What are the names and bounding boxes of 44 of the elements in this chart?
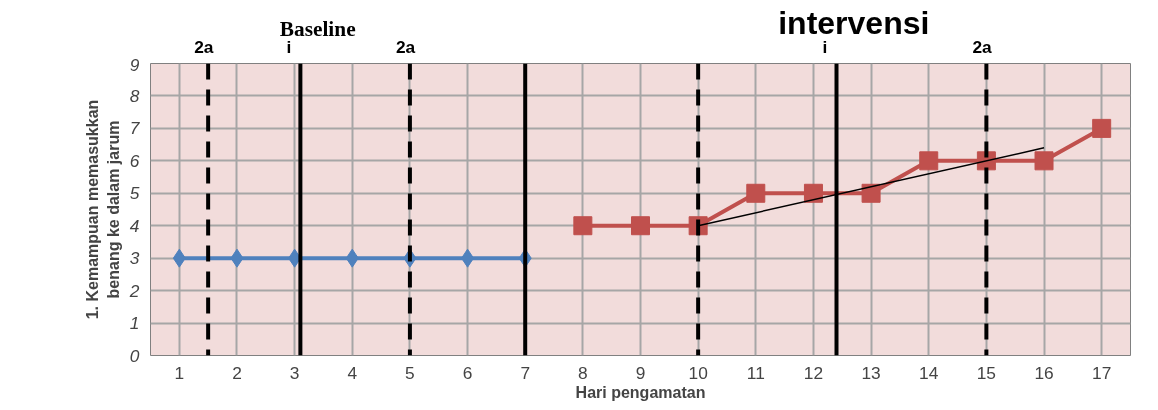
point <box>746 183 766 203</box>
y-tick-label: 0 <box>129 345 140 366</box>
y-tick-label: 4 <box>129 215 140 236</box>
ref-line-label: 2a <box>194 37 214 58</box>
x-axis-title: Hari pengamatan <box>575 383 706 401</box>
x-tick-label: 8 <box>578 362 588 383</box>
ref-line-label: 2a <box>395 37 416 58</box>
point <box>1092 118 1112 138</box>
y-axis-title: 1. Kemampuan memasukkan benang ke dalam jarum <box>84 99 122 320</box>
y-tick-label: 7 <box>129 118 141 139</box>
x-tick-label: 10 <box>688 362 708 383</box>
x-tick-label: 13 <box>861 362 881 383</box>
y-tick-label: 1 <box>129 313 140 334</box>
x-tick-label: 4 <box>347 362 358 383</box>
x-tick-label: 17 <box>1092 362 1112 383</box>
x-tick-label: 9 <box>635 362 646 383</box>
x-tick-label: 15 <box>976 362 997 383</box>
x-tick-label: 16 <box>1034 362 1054 383</box>
x-tick-label: 6 <box>462 362 473 383</box>
x-tick-label: 12 <box>803 362 824 383</box>
point <box>803 183 823 203</box>
point <box>573 216 593 236</box>
x-tick-label: 1 <box>174 362 185 383</box>
x-tick-label: 2 <box>232 362 242 383</box>
x-tick-label: 3 <box>289 362 300 383</box>
point <box>172 248 186 268</box>
point <box>631 216 650 236</box>
point <box>1034 151 1054 171</box>
point <box>345 248 359 268</box>
ref-line-label: 2a <box>972 37 993 58</box>
y-tick-label: 5 <box>129 183 140 204</box>
y-tick-label: 3 <box>129 248 140 269</box>
point <box>230 248 244 268</box>
point <box>461 248 475 268</box>
point <box>861 183 881 203</box>
y-tick-label: 8 <box>129 85 140 106</box>
point <box>919 151 939 171</box>
x-tick-label: 14 <box>919 362 939 383</box>
x-tick-label: 11 <box>746 362 765 383</box>
x-tick-label: 7 <box>520 362 531 383</box>
y-tick-label: 9 <box>129 54 140 75</box>
y-tick-label: 2 <box>128 280 140 301</box>
x-tick-label: 5 <box>405 362 415 383</box>
y-tick-label: 6 <box>129 150 140 171</box>
